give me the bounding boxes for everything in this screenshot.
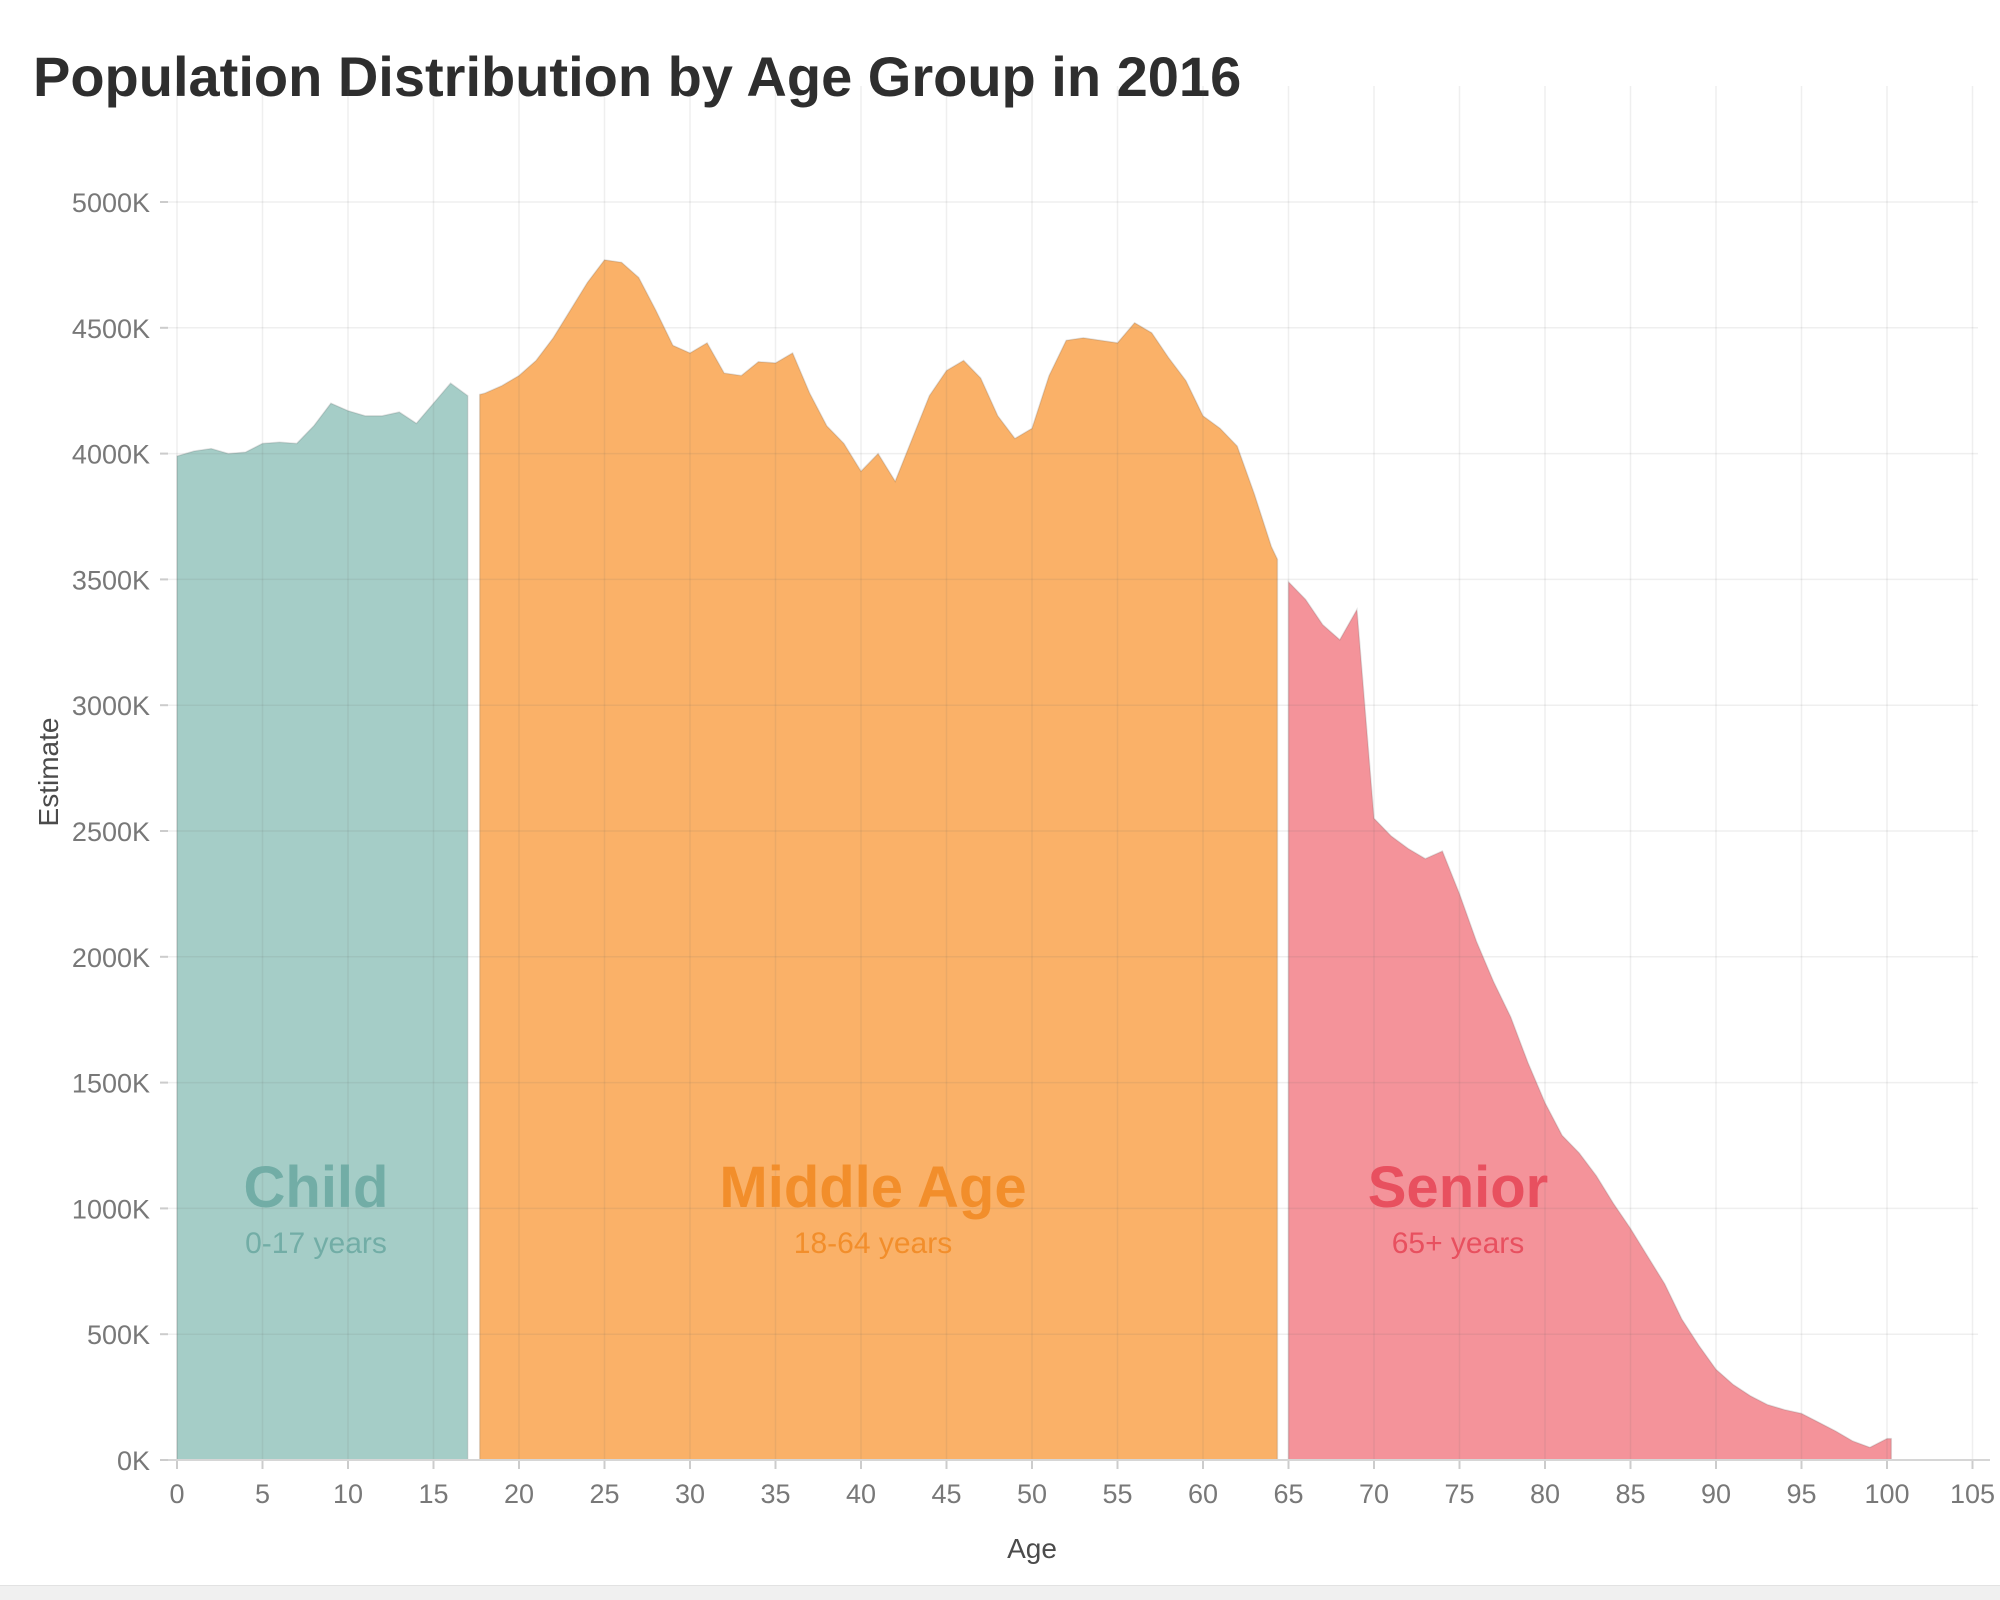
group-label-child: Child bbox=[244, 1155, 389, 1220]
x-tick-label: 20 bbox=[504, 1479, 534, 1509]
group-sublabel-senior: 65+ years bbox=[1392, 1227, 1525, 1260]
y-axis-title: Estimate bbox=[33, 718, 64, 827]
x-tick-label: 35 bbox=[760, 1479, 790, 1509]
x-tick-label: 90 bbox=[1701, 1479, 1731, 1509]
y-tick-label: 4500K bbox=[72, 314, 150, 344]
x-tick-label: 10 bbox=[333, 1479, 363, 1509]
x-tick-label: 0 bbox=[169, 1479, 184, 1509]
x-tick-label: 105 bbox=[1950, 1479, 1995, 1509]
y-tick-label: 3500K bbox=[72, 565, 150, 595]
y-tick-label: 5000K bbox=[72, 188, 150, 218]
x-tick-label: 55 bbox=[1102, 1479, 1132, 1509]
x-tick-label: 45 bbox=[931, 1479, 961, 1509]
tick-mark-layer bbox=[160, 201, 1974, 1469]
x-tick-label: 75 bbox=[1444, 1479, 1474, 1509]
x-tick-label: 15 bbox=[418, 1479, 448, 1509]
y-tick-label: 3000K bbox=[72, 691, 150, 721]
group-label-senior: Senior bbox=[1368, 1155, 1549, 1220]
area-senior[interactable] bbox=[1287, 580, 1893, 1461]
chart-title: Population Distribution by Age Group in … bbox=[33, 45, 1241, 108]
x-tick-label: 80 bbox=[1530, 1479, 1560, 1509]
x-tick-label: 95 bbox=[1786, 1479, 1816, 1509]
group-sublabel-middle-age: 18-64 years bbox=[794, 1227, 952, 1260]
y-tick-label: 500K bbox=[87, 1320, 150, 1350]
y-tick-label: 2000K bbox=[72, 943, 150, 973]
x-tick-label: 70 bbox=[1359, 1479, 1389, 1509]
x-tick-label: 85 bbox=[1615, 1479, 1645, 1509]
y-tick-label: 1000K bbox=[72, 1194, 150, 1224]
x-tick-label: 65 bbox=[1273, 1479, 1303, 1509]
group-sublabel-child: 0-17 years bbox=[245, 1227, 387, 1260]
x-tick-label: 30 bbox=[675, 1479, 705, 1509]
area-series-layer bbox=[176, 259, 1893, 1461]
x-tick-label: 5 bbox=[255, 1479, 270, 1509]
x-tick-label: 40 bbox=[846, 1479, 876, 1509]
x-tick-label: 25 bbox=[589, 1479, 619, 1509]
horizontal-scrollbar-track[interactable] bbox=[0, 1585, 2000, 1600]
gridline-layer bbox=[168, 86, 1978, 1460]
y-tick-label: 4000K bbox=[72, 440, 150, 470]
x-tick-label: 50 bbox=[1017, 1479, 1047, 1509]
tick-label-layer: 0 5 10 15 20 25 30 35 40 45 50 55 60 65 70 75 80 85 90 95 10… bbox=[72, 188, 1995, 1509]
y-tick-label: 2500K bbox=[72, 817, 150, 847]
area-middle-age[interactable] bbox=[478, 259, 1279, 1461]
y-tick-label: 1500K bbox=[72, 1069, 150, 1099]
y-tick-label: 0K bbox=[117, 1446, 150, 1476]
x-axis-title: Age bbox=[1007, 1533, 1057, 1564]
x-tick-label: 60 bbox=[1188, 1479, 1218, 1509]
x-tick-label: 100 bbox=[1864, 1479, 1909, 1509]
area-child[interactable] bbox=[176, 382, 469, 1461]
group-label-middle-age: Middle Age bbox=[719, 1155, 1026, 1220]
